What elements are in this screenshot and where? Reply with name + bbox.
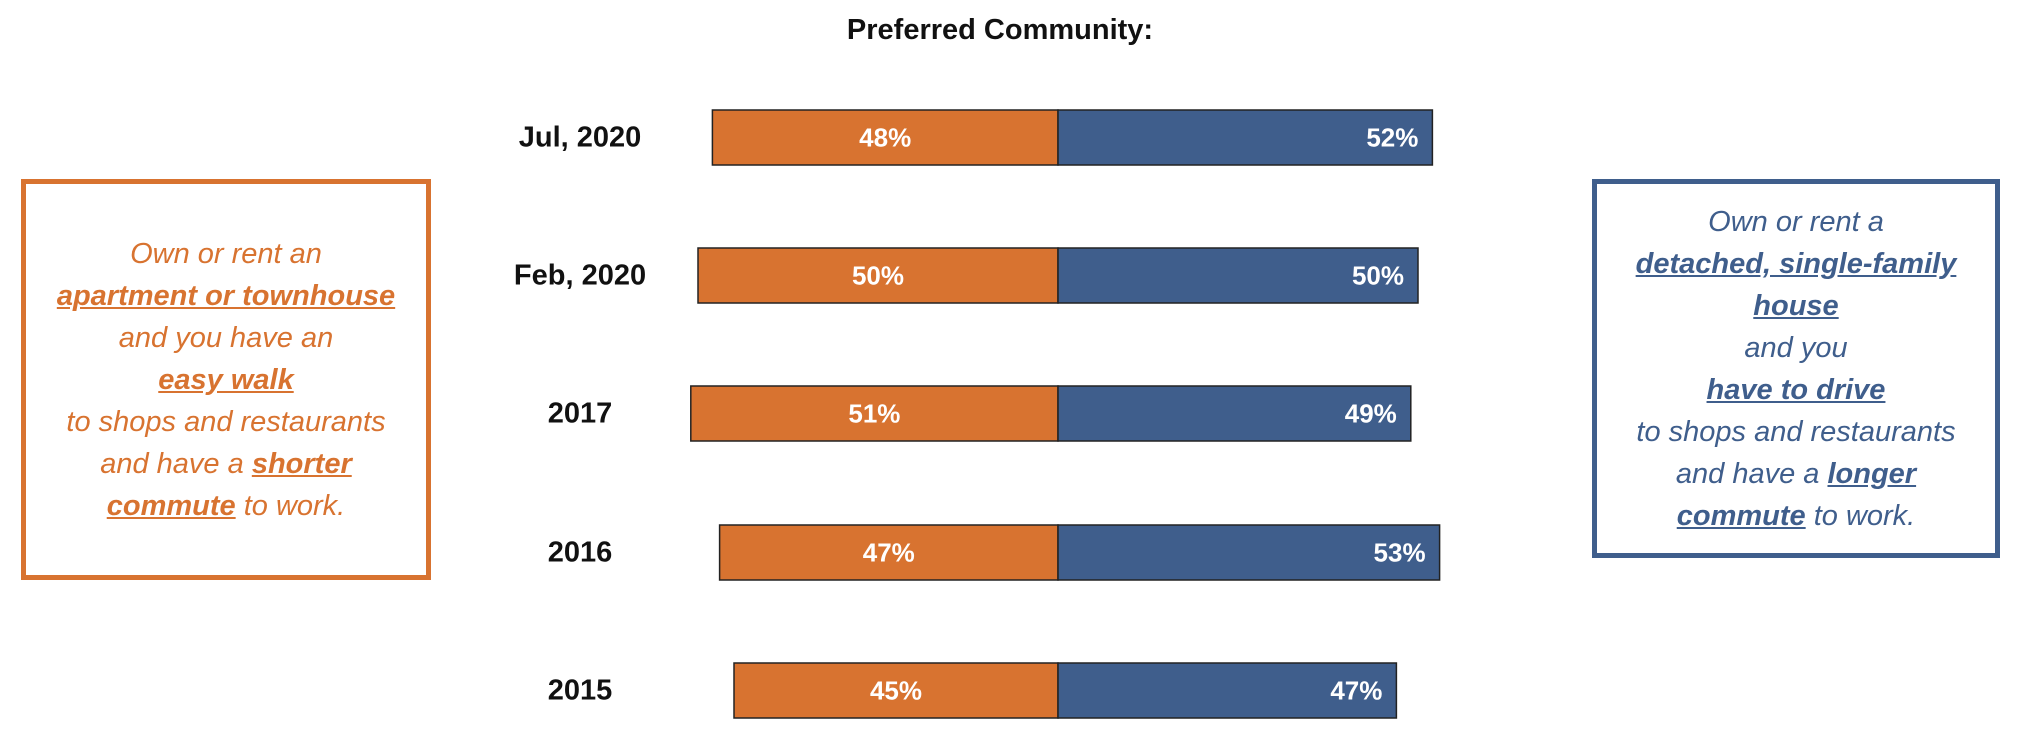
chart-title: Preferred Community: (846, 14, 1154, 46)
category-label: 2015 (548, 675, 613, 707)
left-description-text: Own or rent an (130, 237, 322, 270)
right-description-line: to shops and restaurants (1636, 411, 1957, 453)
left-bar (697, 247, 1059, 304)
right-value-label: 52% (1366, 123, 1418, 153)
category-label: 2017 (548, 398, 613, 430)
right-value-label: 49% (1345, 399, 1397, 429)
left-bar (718, 524, 1059, 581)
left-description-text: to shops and restaurants (66, 405, 386, 438)
left-description-line: apartment or townhouse (57, 275, 395, 317)
right-description-line: commute to work. (1636, 495, 1957, 537)
left-value-label: 45% (870, 676, 922, 706)
right-value-label: 50% (1352, 261, 1404, 291)
left-bar (711, 109, 1059, 166)
left-description-line: and have a shorter (57, 443, 395, 485)
right-description-text: and you (1744, 331, 1848, 364)
category-label: Feb, 2020 (514, 260, 646, 292)
right-description-emphasis: have to drive (1706, 373, 1886, 406)
right-bar (1057, 109, 1434, 166)
left-bar (733, 662, 1059, 719)
right-description-emphasis: longer (1827, 457, 1917, 490)
left-description-line: Own or rent an (57, 233, 395, 275)
left-description-text: to work. (235, 489, 346, 522)
right-bar (1057, 385, 1412, 442)
left-description-line: easy walk (57, 359, 395, 401)
category-label: 2016 (548, 537, 613, 569)
right-description-line: detached, single-family (1636, 243, 1957, 285)
left-description-line: to shops and restaurants (57, 401, 395, 443)
right-description-text: and have a (1675, 457, 1828, 490)
left-description-text: and have a (100, 447, 252, 480)
left-value-label: 47% (863, 538, 915, 568)
right-description-line: Own or rent a (1636, 201, 1957, 243)
left-description-text: and you have an (118, 321, 334, 354)
left-value-label: 51% (848, 399, 900, 429)
left-description-emphasis: shorter (251, 447, 352, 480)
right-description-text: to work. (1805, 499, 1916, 532)
right-description-emphasis: detached, single-family (1635, 247, 1957, 280)
category-label: Jul, 2020 (519, 122, 642, 154)
right-value-label: 47% (1330, 676, 1382, 706)
right-description-text: to shops and restaurants (1636, 415, 1956, 448)
left-description-text: Own or rent an apartment or townhouse and … (57, 233, 395, 527)
right-bar (1057, 247, 1419, 304)
left-value-label: 50% (852, 261, 904, 291)
right-description-line: have to drive (1636, 369, 1957, 411)
left-description-box: Own or rent an apartment or townhouse and … (21, 179, 431, 580)
right-description-text: Own or rent a detached, single-family hous… (1636, 201, 1957, 537)
left-description-emphasis: easy walk (158, 363, 294, 396)
left-description-emphasis: commute (106, 489, 236, 522)
left-value-label: 48% (859, 123, 911, 153)
right-description-emphasis: commute (1676, 499, 1806, 532)
right-description-emphasis: house (1753, 289, 1839, 322)
right-description-text: Own or rent a (1708, 205, 1884, 238)
left-description-line: and you have an (57, 317, 395, 359)
left-description-line: commute to work. (57, 485, 395, 527)
right-description-box: Own or rent a detached, single-family hous… (1592, 179, 2000, 558)
right-value-label: 53% (1374, 538, 1426, 568)
right-bar (1057, 524, 1441, 581)
right-description-line: and you (1636, 327, 1957, 369)
right-description-line: and have a longer (1636, 453, 1957, 495)
right-bar (1057, 662, 1398, 719)
right-description-line: house (1636, 285, 1957, 327)
left-description-emphasis: apartment or townhouse (56, 279, 396, 312)
